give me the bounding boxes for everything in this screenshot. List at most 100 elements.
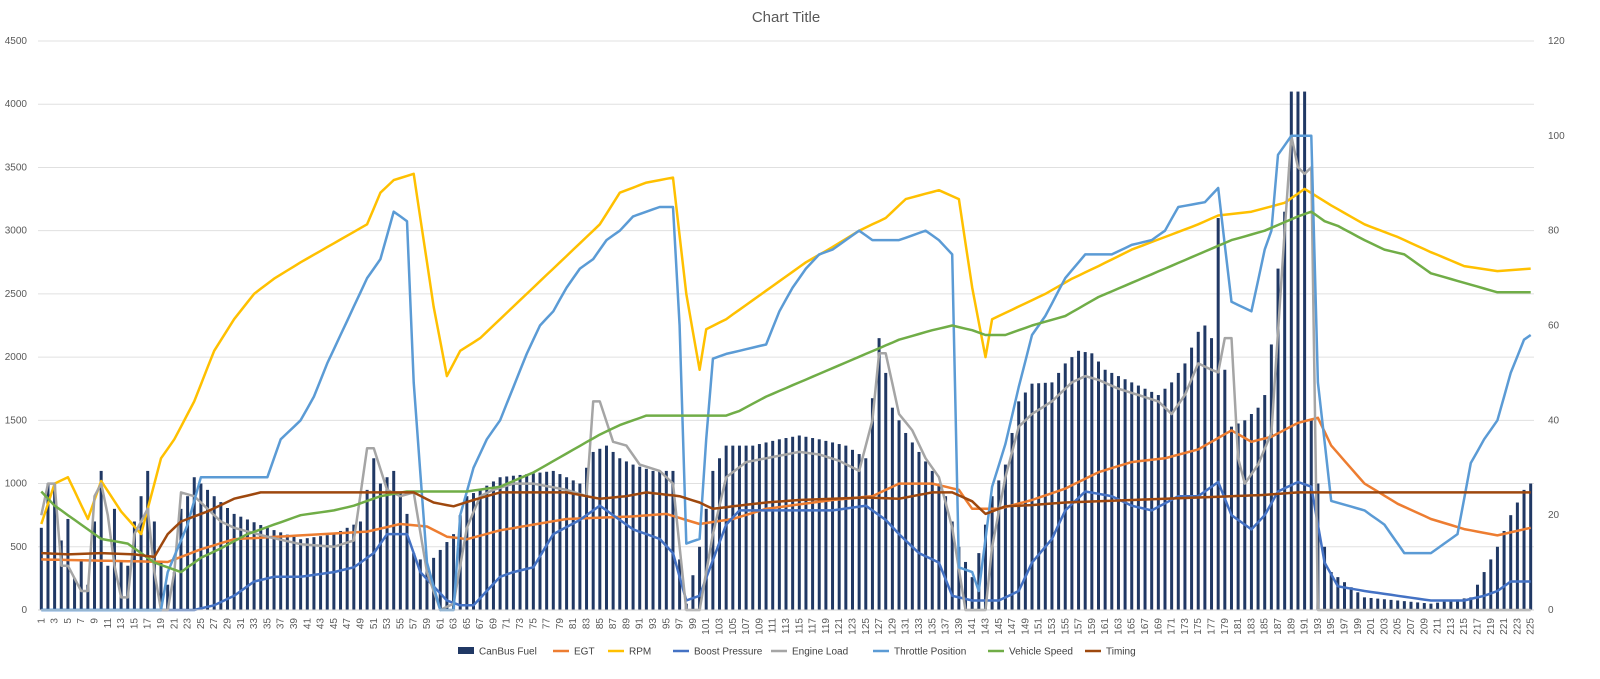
- canbus-fuel-bar: [651, 470, 655, 610]
- canbus-fuel-bar: [531, 473, 535, 610]
- x-tick-label: 125: [861, 618, 872, 635]
- x-tick-label: 109: [754, 618, 765, 635]
- x-tick-label: 171: [1167, 618, 1178, 635]
- canbus-fuel-bar: [857, 454, 861, 610]
- canbus-fuel-bar: [1176, 372, 1180, 610]
- x-tick-label: 183: [1246, 618, 1257, 635]
- canbus-fuel-bar: [99, 470, 103, 610]
- legend-item-vehicle-speed: Vehicle Speed: [988, 647, 1073, 658]
- x-tick-label: 141: [967, 618, 978, 635]
- x-tick-label: 151: [1034, 618, 1045, 635]
- x-tick-label: 15: [129, 618, 140, 630]
- canbus-fuel-bar: [1462, 598, 1466, 610]
- canbus-fuel-bar: [358, 521, 362, 610]
- canbus-fuel-bar: [944, 496, 948, 610]
- canbus-fuel-bar: [1416, 602, 1420, 610]
- canbus-fuel-bar: [1422, 603, 1426, 610]
- canbus-fuel-bar: [691, 575, 695, 610]
- canbus-fuel-bar: [1529, 483, 1533, 610]
- canbus-fuel-bar: [824, 440, 828, 610]
- x-tick-label: 89: [621, 618, 632, 630]
- x-tick-label: 25: [196, 618, 207, 630]
- canbus-fuel-bar: [305, 538, 309, 610]
- canbus-fuel-bar: [1429, 603, 1433, 610]
- x-tick-label: 149: [1020, 618, 1031, 635]
- canbus-fuel-bar: [937, 483, 941, 610]
- canbus-fuel-bar: [964, 561, 968, 610]
- x-tick-label: 105: [728, 618, 739, 635]
- canbus-fuel-bar: [491, 481, 495, 610]
- canbus-fuel-bar: [917, 451, 921, 610]
- canbus-fuel-bar: [671, 470, 675, 610]
- x-tick-label: 45: [329, 618, 340, 630]
- canbus-fuel-bar: [591, 451, 595, 610]
- right-y-tick-label: 80: [1548, 226, 1560, 237]
- canbus-fuel-bar: [378, 483, 382, 610]
- canbus-fuel-bar: [79, 559, 83, 610]
- x-tick-label: 203: [1379, 618, 1390, 635]
- timing-line: [41, 491, 1531, 559]
- canbus-fuel-bar: [1436, 602, 1440, 610]
- x-tick-label: 223: [1512, 618, 1523, 635]
- canbus-fuel-bar: [1489, 559, 1493, 610]
- x-axis: 1 3 5 7 9 11 13 15 17 19 21 23 25 27 29 31 33 35 37 39 41 43 4…: [36, 609, 1537, 635]
- x-tick-label: 193: [1313, 618, 1324, 635]
- x-tick-label: 195: [1326, 618, 1337, 635]
- canbus-fuel-bar: [1356, 592, 1360, 610]
- canbus-fuel-bar: [1522, 489, 1526, 610]
- x-tick-label: 55: [395, 618, 406, 630]
- right-y-tick-label: 120: [1548, 36, 1565, 47]
- x-tick-label: 91: [635, 618, 646, 630]
- canbus-fuel-bar: [797, 435, 801, 610]
- x-tick-label: 53: [382, 618, 393, 630]
- canbus-fuel-bar: [890, 407, 894, 610]
- x-tick-label: 63: [449, 618, 460, 630]
- x-tick-label: 133: [914, 618, 925, 635]
- canbus-fuel-bar: [1369, 597, 1373, 610]
- x-tick-label: 121: [834, 618, 845, 635]
- x-tick-label: 103: [715, 618, 726, 635]
- canbus-fuel-bar: [425, 565, 429, 610]
- x-tick-label: 11: [103, 618, 114, 629]
- canbus-fuel-bar: [850, 449, 854, 610]
- x-tick-label: 167: [1140, 618, 1151, 635]
- legend-label: Engine Load: [792, 647, 848, 658]
- canbus-fuel-bar: [631, 464, 635, 610]
- canbus-fuel-bar: [804, 436, 808, 610]
- x-tick-label: 9: [90, 618, 101, 624]
- canbus-fuel-bar: [864, 458, 868, 610]
- x-tick-label: 43: [316, 618, 327, 630]
- x-tick-label: 173: [1180, 618, 1191, 635]
- canbus-fuel-bar: [1376, 598, 1380, 610]
- canbus-fuel-bar: [385, 477, 389, 610]
- x-tick-label: 181: [1233, 618, 1244, 635]
- x-tick-label: 117: [808, 618, 819, 634]
- left-y-tick-label: 1000: [5, 479, 28, 490]
- canbus-fuel-bar: [1063, 363, 1067, 610]
- canbus-fuel-bar: [279, 532, 283, 610]
- canbus-fuel-bar: [465, 496, 469, 610]
- x-tick-label: 185: [1260, 618, 1271, 635]
- canbus-fuel-bar: [644, 468, 648, 610]
- canbus-fuel-bar: [545, 471, 549, 610]
- x-tick-label: 163: [1113, 618, 1124, 635]
- right-y-tick-label: 40: [1548, 415, 1560, 426]
- canbus-fuel-bar: [485, 485, 489, 610]
- canbus-fuel-bar: [777, 439, 781, 610]
- canbus-fuel-bar: [698, 546, 702, 610]
- canbus-fuel-bar: [365, 489, 369, 610]
- canbus-fuel-bar: [737, 445, 741, 610]
- canbus-fuel-bar: [1110, 372, 1114, 610]
- x-tick-label: 175: [1193, 618, 1204, 635]
- legend-swatch: [458, 647, 474, 654]
- right-y-axis: 0 20 40 60 80 100 120: [1548, 36, 1565, 616]
- canbus-fuel-bar: [1150, 391, 1154, 610]
- left-y-tick-label: 4500: [5, 36, 28, 47]
- canbus-fuel-bar: [452, 534, 456, 610]
- left-y-tick-label: 3500: [5, 162, 28, 173]
- canbus-fuel-bar: [831, 442, 835, 610]
- x-tick-label: 71: [502, 618, 513, 630]
- canbus-fuel-bar: [412, 553, 416, 610]
- canbus-fuel-bar: [1210, 338, 1214, 610]
- x-tick-label: 69: [488, 618, 499, 630]
